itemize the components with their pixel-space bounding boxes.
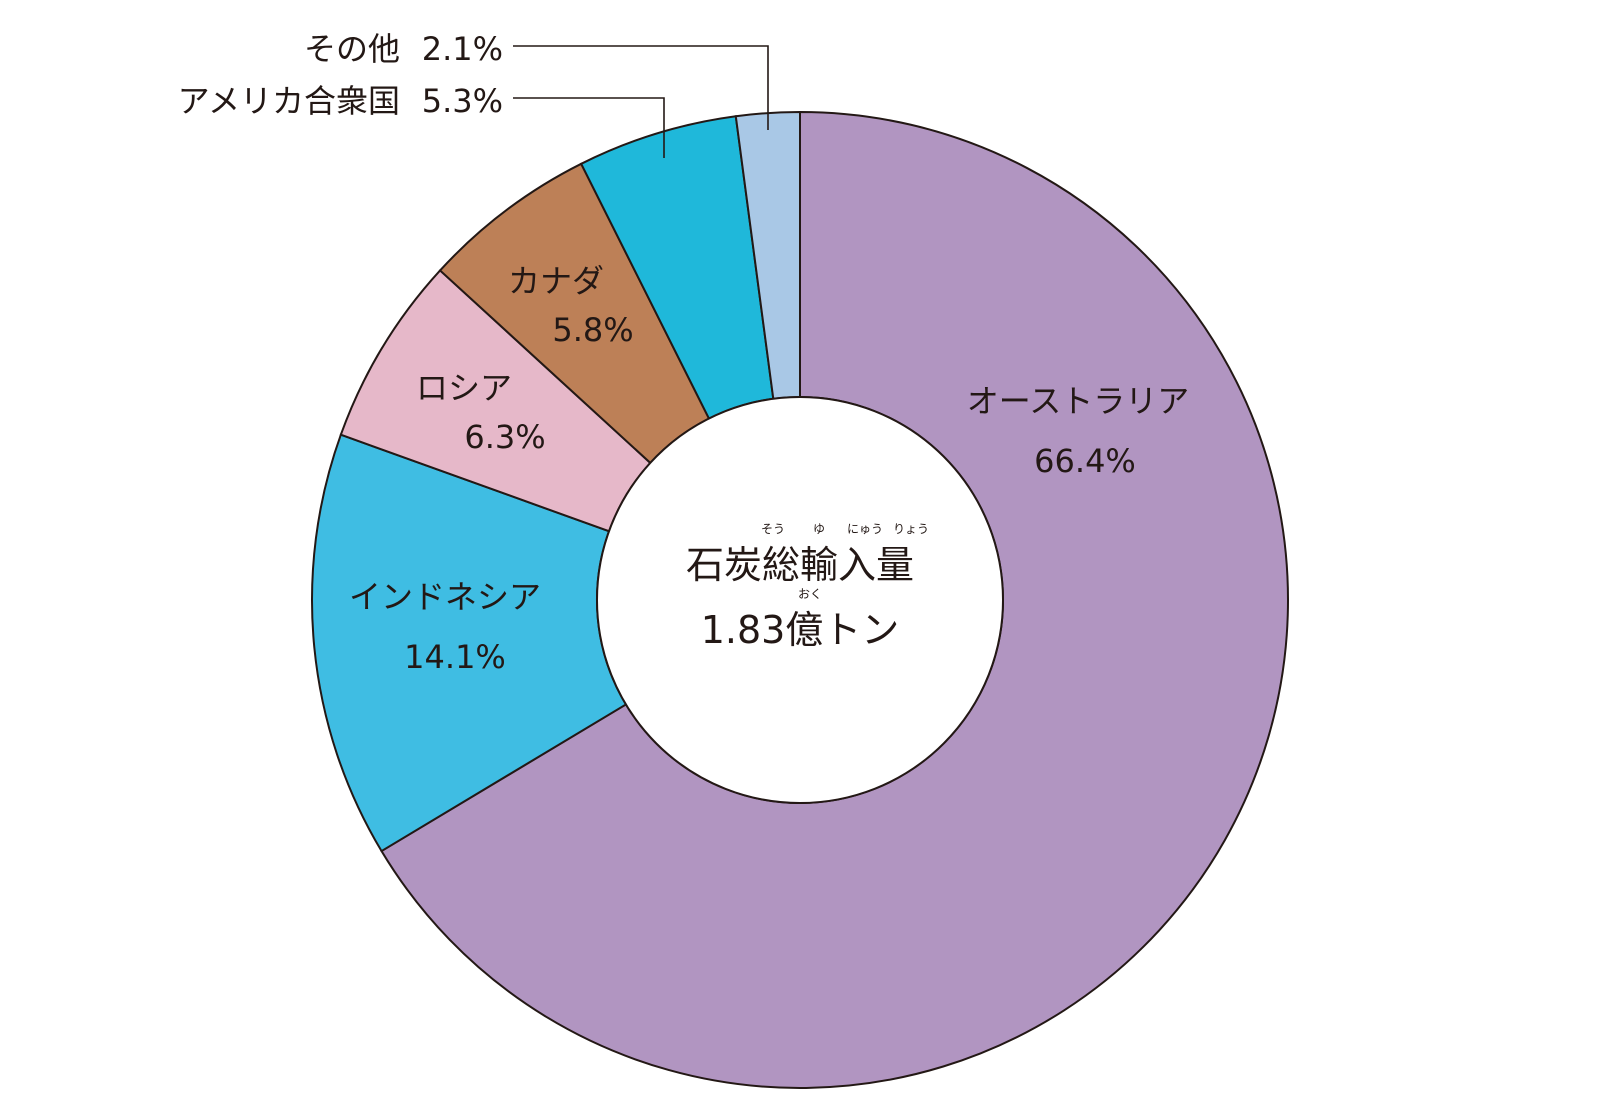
slice-label-value-canada: 5.8% xyxy=(552,311,633,349)
outside-label-name-other: その他 xyxy=(304,30,400,68)
outside-label-value-other: 2.1% xyxy=(422,30,503,68)
slice-label-name-canada: カナダ xyxy=(508,262,604,300)
slice-label-value-indonesia: 14.1% xyxy=(404,638,506,676)
center-title: 石炭総輸入量 xyxy=(686,543,914,587)
center-title-ruby-sou: そう xyxy=(761,522,785,536)
leader-line-usa xyxy=(513,97,665,158)
center-value-ruby-oku: おく xyxy=(798,587,822,601)
slice-label-value-australia: 66.4% xyxy=(1034,442,1136,480)
center-title-ruby-yu: ゆ xyxy=(813,522,825,536)
center-title-ruby-ryou: りょう xyxy=(893,522,929,536)
donut-hole xyxy=(596,396,1004,804)
outside-label-name-usa: アメリカ合衆国 xyxy=(178,82,400,120)
slice-label-name-australia: オーストラリア xyxy=(967,382,1189,420)
slice-label-name-russia: ロシア xyxy=(416,369,512,407)
donut-slices xyxy=(311,110,1289,1089)
slice-label-value-russia: 6.3% xyxy=(464,418,545,456)
outside-label-value-usa: 5.3% xyxy=(422,82,503,120)
center-title-ruby-nyuu: にゅう xyxy=(847,522,883,536)
center-value: 1.83億トン xyxy=(701,608,900,652)
leader-line-other xyxy=(513,45,769,130)
slice-label-name-indonesia: インドネシア xyxy=(349,578,541,616)
